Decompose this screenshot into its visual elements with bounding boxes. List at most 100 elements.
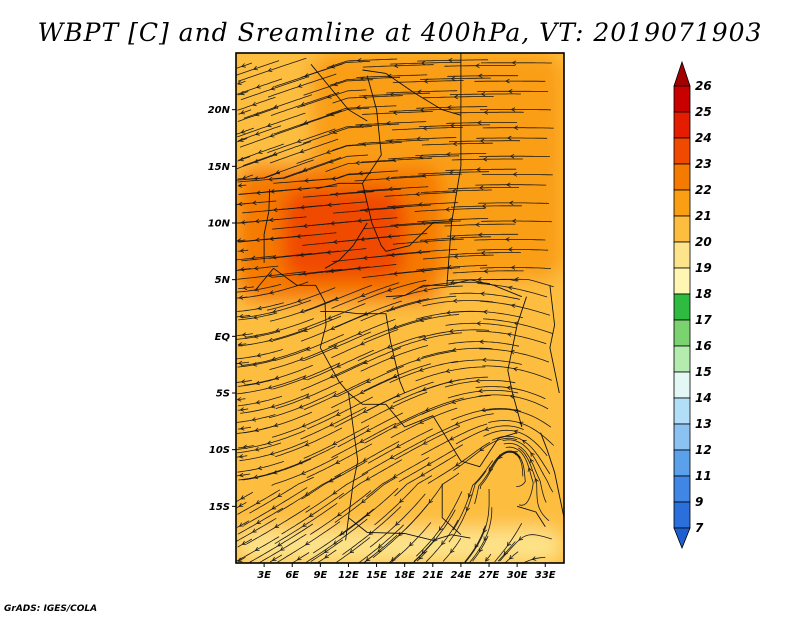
streamline <box>417 59 489 62</box>
streamline-arrow <box>304 442 310 447</box>
streamline <box>331 375 398 409</box>
streamline-arrow <box>513 125 518 130</box>
streamline <box>238 125 282 142</box>
streamline-arrow <box>453 94 459 100</box>
streamline-arrow <box>507 285 513 291</box>
streamline-arrow <box>274 375 280 380</box>
streamline-arrow <box>474 543 479 549</box>
streamline-arrow <box>365 476 371 481</box>
streamline-arrow <box>272 309 277 314</box>
streamline-arrow <box>268 217 274 223</box>
streamline-arrow <box>255 499 261 505</box>
streamline-arrow <box>465 506 470 512</box>
streamline-arrow <box>505 237 510 242</box>
streamline <box>390 61 461 65</box>
streamline-arrow <box>255 380 260 386</box>
streamline-arrow <box>237 80 242 85</box>
streamline <box>502 439 554 493</box>
streamline <box>325 264 397 273</box>
streamline-arrow <box>328 159 334 164</box>
streamline <box>358 139 430 144</box>
colorbar-label: 9 <box>695 495 703 509</box>
streamline-arrow <box>451 347 457 353</box>
colorbar-box-22 <box>673 163 691 191</box>
streamline <box>275 380 343 409</box>
streamline <box>238 343 247 346</box>
streamline-arrow <box>299 356 304 361</box>
streamline <box>330 188 401 195</box>
streamline <box>334 477 396 523</box>
streamline <box>361 438 427 475</box>
streamline <box>469 507 493 563</box>
streamline <box>364 534 398 563</box>
streamline <box>306 443 373 478</box>
streamline-arrow <box>389 252 395 258</box>
streamline-arrow <box>450 548 455 554</box>
streamline <box>297 89 367 109</box>
streamline-arrow <box>272 470 278 475</box>
streamline-arrow <box>336 512 342 517</box>
streamline-arrow <box>238 472 244 478</box>
streamline-arrow <box>510 107 516 112</box>
streamline <box>304 284 373 312</box>
streamline <box>503 442 547 503</box>
streamline <box>236 536 280 562</box>
streamline-arrow <box>268 176 273 182</box>
lon-tick-label: 6E <box>285 570 299 581</box>
streamline <box>300 360 368 391</box>
streamline-arrow <box>241 540 247 545</box>
streamline <box>238 143 284 161</box>
streamline <box>240 393 310 414</box>
streamline <box>238 556 246 562</box>
streamline-arrow <box>395 443 401 448</box>
streamline-arrow <box>267 385 273 390</box>
streamline-arrow <box>418 154 424 160</box>
streamline-arrow <box>332 490 338 495</box>
streamline-arrow <box>296 138 302 143</box>
streamline <box>452 310 523 319</box>
streamline <box>358 524 404 563</box>
streamline <box>479 267 551 269</box>
streamline-arrow <box>420 472 426 477</box>
streamline <box>422 96 494 99</box>
lat-tick-label: 10N <box>208 219 231 230</box>
streamline <box>524 556 546 563</box>
streamline <box>479 348 550 363</box>
streamline-arrow <box>333 192 339 197</box>
colorbar: 26 25 24 23 22 21 20 19 18 17 16 15 14 13 12 11 9 7 <box>673 60 712 550</box>
streamline <box>240 346 311 366</box>
streamline <box>445 322 517 329</box>
streamline-arrow <box>253 65 258 71</box>
streamline <box>475 386 546 400</box>
streamline <box>238 281 309 299</box>
streamline <box>271 409 340 438</box>
streamline <box>269 297 339 322</box>
streamline <box>472 535 489 562</box>
streamline-arrow <box>256 352 262 358</box>
streamline-arrow <box>395 521 400 526</box>
streamline-arrow <box>416 136 421 142</box>
streamline-arrow <box>416 299 422 304</box>
streamline-arrow <box>241 63 246 68</box>
streamline-arrow <box>419 107 425 113</box>
streamline-arrow <box>480 250 486 256</box>
streamline <box>238 312 278 321</box>
streamline-arrow <box>392 424 398 429</box>
streamline-arrow <box>271 356 277 361</box>
streamline <box>442 537 462 562</box>
streamline-arrow <box>506 332 512 337</box>
streamline-arrow <box>392 473 398 479</box>
streamline-arrow <box>452 141 458 147</box>
streamline <box>363 316 432 341</box>
streamline <box>272 315 342 342</box>
colorbar-box-25 <box>673 85 691 113</box>
streamline <box>483 278 554 288</box>
streamline-arrow <box>269 290 274 295</box>
streamline <box>451 408 522 421</box>
streamline-arrow <box>478 388 483 394</box>
streamline <box>474 451 521 505</box>
streamline-arrow <box>305 394 310 399</box>
streamline <box>237 57 307 82</box>
streamline-arrow <box>240 129 246 134</box>
streamline-arrow <box>475 167 481 172</box>
